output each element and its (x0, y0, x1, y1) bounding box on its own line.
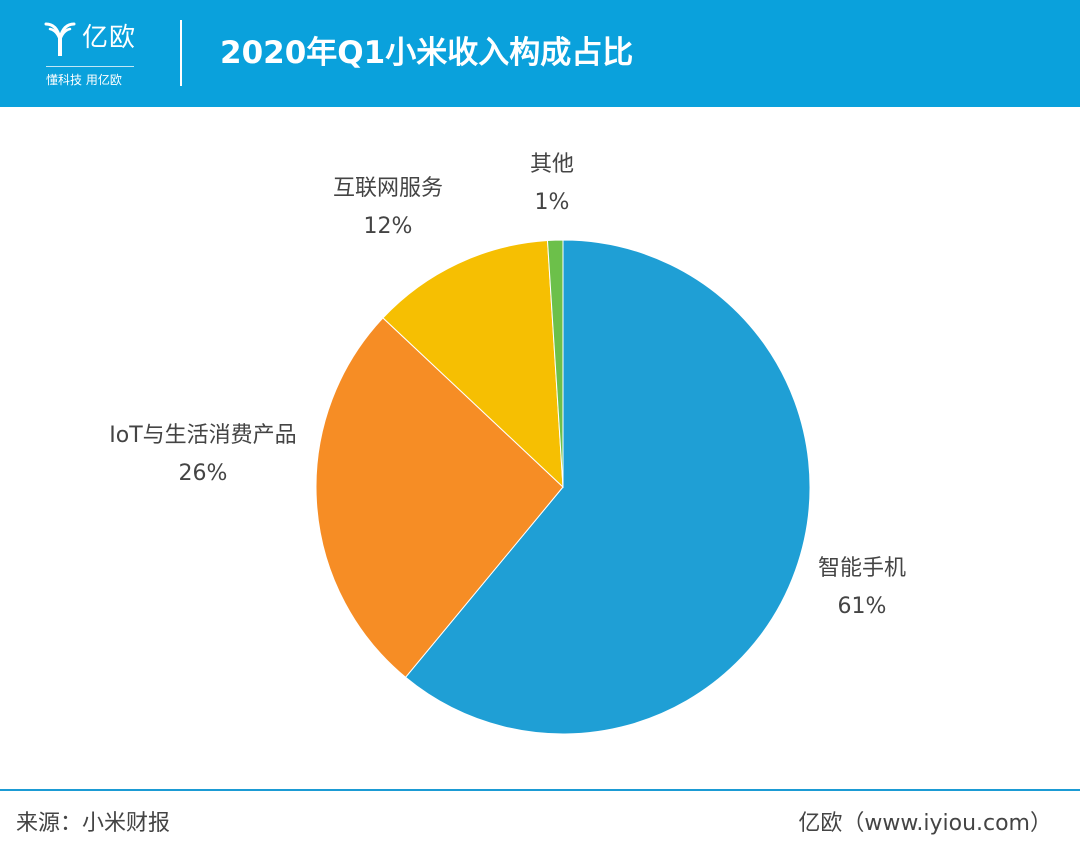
slice-value-3: 1% (535, 190, 570, 215)
slice-value-2: 12% (364, 214, 413, 239)
pie-chart: 智能手机 61% IoT与生活消费产品 26% 互联网服务 12% 其他 1% (109, 152, 906, 735)
brand-credit: 亿欧（www.iyiou.com） (798, 811, 1052, 836)
pie-slice-0 (404, 239, 811, 735)
slice-value-1: 26% (179, 461, 228, 486)
source-note: 来源：小米财报 (16, 811, 171, 836)
header-banner: 亿欧 懂科技 用亿欧 2020年Q1小米收入构成占比 (0, 0, 1080, 107)
yiou-logo[interactable]: 亿欧 懂科技 用亿欧 (44, 16, 154, 91)
header-divider (180, 20, 182, 86)
logo-tagline: 懂科技 用亿欧 (46, 73, 122, 87)
slice-value-0: 61% (838, 594, 887, 619)
pie-slice-1 (315, 317, 564, 679)
pie-slice-2 (382, 239, 564, 489)
footer-divider (0, 789, 1080, 791)
slice-label-2: 互联网服务 (333, 176, 443, 201)
page-title: 2020年Q1小米收入构成占比 (220, 35, 634, 71)
logo-name: 亿欧 (82, 23, 137, 53)
slice-label-1: IoT与生活消费产品 (109, 423, 296, 448)
yiou-logo-icon (44, 22, 76, 56)
slice-label-0: 智能手机 (818, 556, 906, 581)
slice-label-3: 其他 (530, 152, 574, 177)
logo-underline (46, 66, 134, 67)
pie-slice-3 (546, 239, 564, 488)
